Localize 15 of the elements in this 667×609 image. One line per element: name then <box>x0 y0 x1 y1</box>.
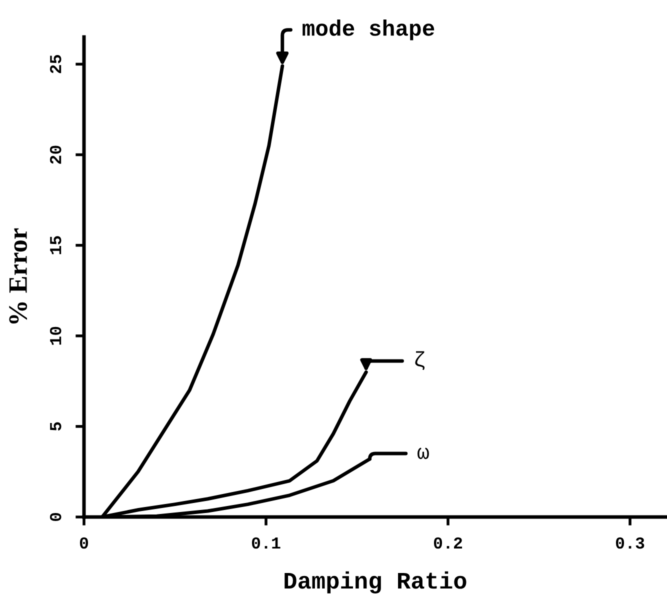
x-axis-title: Damping Ratio <box>284 571 466 594</box>
legend-label: ζ <box>415 351 425 370</box>
y-axis-title: % Error <box>9 228 28 324</box>
y-tick-label: 25 <box>50 55 62 74</box>
x-tick-label: 0.1 <box>252 537 280 549</box>
y-tick-label: 5 <box>50 422 62 431</box>
x-tick-label: 0 <box>80 537 88 549</box>
y-tick-label: 10 <box>50 326 62 345</box>
x-tick-label: 0.2 <box>434 537 462 549</box>
y-tick-label: 0 <box>50 512 62 522</box>
series-label: mode shape <box>302 20 434 40</box>
x-tick-label: 0.3 <box>616 537 644 549</box>
y-tick-label: 20 <box>50 146 62 164</box>
y-tick-label: 15 <box>50 236 62 254</box>
legend-label: ω <box>418 448 429 460</box>
